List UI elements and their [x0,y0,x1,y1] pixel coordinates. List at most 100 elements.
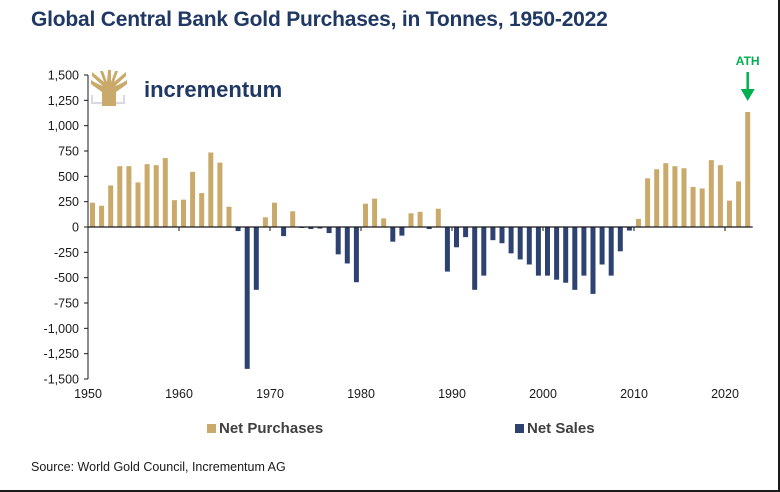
y-tick-label: 750 [58,145,79,159]
bar-net-purchases-1969 [262,217,268,227]
bar-net-sales-1994 [490,227,496,241]
bar-net-purchases-1988 [435,208,441,227]
bar-net-purchases-2021 [736,181,742,227]
bar-net-sales-2005 [590,227,596,294]
x-tick-label: 1960 [165,387,193,401]
bar-net-purchases-1965 [226,206,232,227]
source-note: Source: World Gold Council, Incrementum … [31,460,286,474]
y-tick-label: -750 [54,297,79,311]
bar-net-purchases-1958 [162,158,168,227]
bar-net-sales-1995 [499,227,505,244]
bar-net-purchases-1964 [217,162,223,227]
bar-net-purchases-1955 [135,182,141,227]
bar-net-sales-2009 [626,227,632,231]
bar-net-purchases-1982 [381,218,387,227]
bar-net-sales-1991 [463,227,469,238]
bar-net-purchases-2012 [654,169,660,227]
bar-net-purchases-2013 [663,163,669,227]
bar-net-sales-1993 [481,227,487,276]
bar-net-sales-1984 [399,227,405,236]
bar-net-purchases-1959 [171,200,177,227]
bar-net-sales-2003 [572,227,578,290]
bar-net-sales-2004 [581,227,587,276]
bar-net-sales-2000 [545,227,550,276]
bar-net-sales-1998 [526,227,532,265]
bar-net-sales-1967 [244,227,250,369]
arrow-head [740,89,755,101]
y-tick-label: 500 [58,170,79,184]
bar-net-purchases-1981 [372,198,378,227]
x-tick-label: 1990 [438,387,466,401]
bar-net-purchases-2020 [727,200,732,227]
bar-net-purchases-1962 [199,193,205,227]
logo: incrementum [91,70,282,106]
bar-net-purchases-1956 [144,164,150,227]
bar-net-purchases-2011 [645,178,651,227]
bar-net-sales-1976 [326,227,332,234]
y-tick-label: 250 [58,195,79,209]
bar-net-sales-1968 [253,227,259,290]
legend-label-sales: Net Sales [527,420,595,437]
x-tick-label: 1970 [256,387,284,401]
bar-net-purchases-1951 [99,205,105,227]
ath-label: ATH [736,54,760,68]
legend-label-purchases: Net Purchases [219,420,324,437]
y-tick-label: -500 [54,271,79,285]
y-tick-label: 1,500 [48,69,79,83]
bar-net-purchases-1960 [181,199,186,227]
tree-icon [91,70,127,106]
logo-text: incrementum [144,77,282,102]
y-tick-label: -1,000 [44,322,79,336]
bar-net-purchases-1972 [290,211,296,227]
bar-net-sales-1966 [235,227,241,232]
bar-net-purchases-1970 [272,202,277,227]
bar-net-purchases-2019 [717,165,723,227]
bar-net-sales-2008 [617,227,623,252]
bar-net-purchases-1953 [117,166,123,227]
legend-swatch-purchases [207,424,216,433]
bar-net-purchases-1963 [208,152,214,227]
bar-net-purchases-2010 [636,218,641,227]
bar-net-purchases-1957 [153,165,159,227]
bar-net-sales-1979 [353,227,359,283]
legend-swatch-sales [515,424,524,433]
bar-net-sales-1997 [517,227,523,260]
logo-frame-line [123,95,125,104]
bar-net-purchases-2022 [745,111,751,227]
y-tick-label: 1,250 [48,94,79,108]
y-tick-label: -1,500 [44,373,79,387]
bars [90,111,751,369]
x-tick-label: 1980 [347,387,375,401]
ath-annotation: ATH [736,54,760,101]
x-tick-label: 2000 [529,387,557,401]
bar-net-sales-1975 [317,227,323,229]
bar-net-sales-2006 [599,227,605,265]
bar-net-sales-2002 [563,227,569,283]
x-tick-label: 2010 [620,387,648,401]
bar-net-purchases-2015 [681,168,687,227]
bar-net-sales-1989 [444,227,450,272]
y-tick-label: 0 [72,221,79,235]
bar-net-purchases-1986 [417,211,423,227]
bar-net-sales-1996 [508,227,514,254]
bar-net-purchases-1952 [108,185,114,227]
bar-net-sales-1983 [390,227,396,242]
bar-net-sales-2007 [608,227,614,276]
y-axis: 1,500 1,250 1,000 750 500 250 0 -250 -500 -750 -1,… [44,69,89,387]
bar-net-purchases-2014 [672,166,678,227]
bar-net-sales-1992 [472,227,478,290]
bar-net-purchases-2018 [708,160,714,227]
bar-net-purchases-1950 [90,202,95,227]
bar-net-sales-2001 [554,227,560,280]
bar-net-sales-1971 [281,227,287,237]
bar-net-sales-1999 [535,227,541,276]
x-tick-label: 1950 [74,387,102,401]
bar-net-purchases-1954 [126,166,132,227]
down-arrow-icon [740,72,755,101]
bar-net-purchases-2017 [699,188,705,227]
logo-frame-line [91,95,93,104]
legend-item-sales: Net Sales [515,420,595,437]
x-tick-label: 2020 [711,387,739,401]
